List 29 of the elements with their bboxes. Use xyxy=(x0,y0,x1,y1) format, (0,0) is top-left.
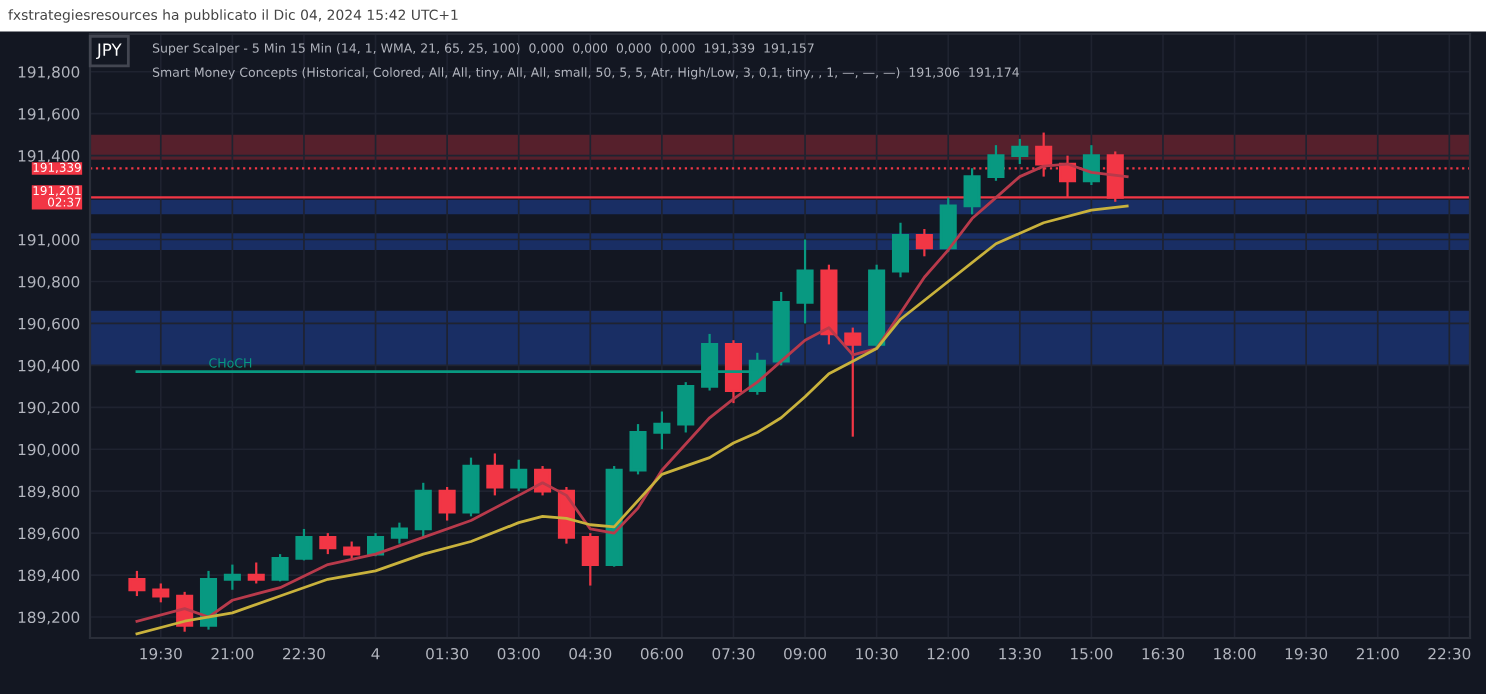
candlestick xyxy=(438,485,456,522)
candlestick xyxy=(223,563,241,591)
candlestick xyxy=(462,456,480,518)
candlestick xyxy=(486,452,504,497)
candlestick xyxy=(915,227,933,258)
candlestick xyxy=(844,326,862,438)
candlestick xyxy=(1011,137,1029,166)
candlestick xyxy=(963,167,981,216)
candlestick xyxy=(152,582,170,604)
candlestick xyxy=(414,481,432,539)
candlestick xyxy=(390,521,408,545)
candlestick xyxy=(987,144,1005,182)
candlestick xyxy=(199,569,218,631)
candlestick xyxy=(128,569,146,598)
candlestick xyxy=(629,422,647,476)
candlestick xyxy=(796,238,814,325)
text: JPY xyxy=(96,43,122,60)
candlestick xyxy=(319,532,337,556)
candlestick xyxy=(295,527,313,562)
candlestick xyxy=(653,410,671,451)
candlestick xyxy=(581,532,599,587)
candlestick xyxy=(677,381,695,434)
candlestick xyxy=(724,339,743,405)
candlestick xyxy=(510,458,528,493)
candlestick xyxy=(271,553,289,583)
candlestick xyxy=(1082,144,1100,187)
candlestick xyxy=(891,221,910,279)
candlestick xyxy=(939,196,957,254)
candlestick xyxy=(247,561,265,585)
